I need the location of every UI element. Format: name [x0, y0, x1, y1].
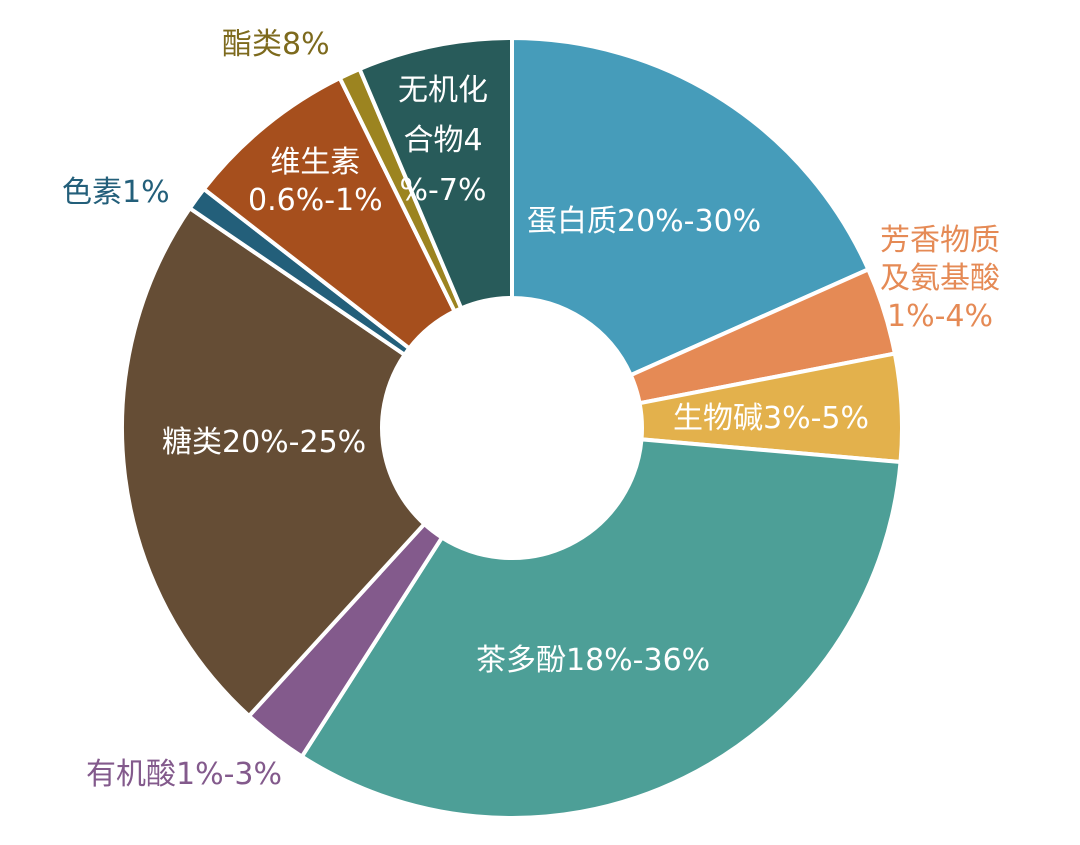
slice-3 — [299, 437, 903, 820]
label-protein: 蛋白质20%-30% — [527, 204, 762, 239]
slice-0 — [510, 35, 871, 378]
label-aroma: 芳香物质 及氨基酸 1%-4% — [880, 222, 1000, 336]
label-inorganic-line1: 无机化 — [398, 73, 488, 108]
label-vitamin: 维生素 0.6%-1% — [248, 144, 383, 220]
label-sugar: 糖类20%-25% — [162, 425, 367, 460]
label-vitamin-line1: 维生素 — [270, 145, 361, 180]
slice-5 — [120, 205, 428, 719]
slice-9 — [356, 35, 514, 311]
label-inorganic: 无机化 合物4 %-7% — [398, 66, 488, 216]
label-aroma-line2: 及氨基酸 — [880, 261, 1000, 296]
label-polyphenol: 茶多酚18%-36% — [476, 643, 711, 678]
label-vitamin-line2: 0.6%-1% — [248, 183, 383, 218]
label-aroma-line3: 1%-4% — [886, 299, 993, 334]
label-ester: 酯类8% — [222, 27, 330, 62]
label-pigment: 色素1% — [62, 175, 170, 210]
label-alkaloid: 生物碱3%-5% — [673, 401, 870, 436]
label-organic-acid: 有机酸1%-3% — [86, 757, 283, 792]
label-inorganic-line2: 合物4 — [403, 123, 483, 158]
label-inorganic-line3: %-7% — [399, 173, 487, 208]
label-aroma-line1: 芳香物质 — [880, 223, 1000, 258]
